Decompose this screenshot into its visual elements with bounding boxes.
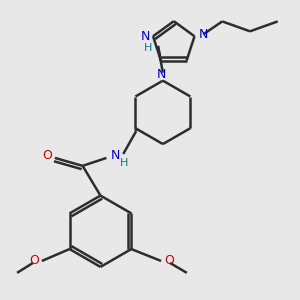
Text: N: N [140,30,150,43]
Text: H: H [120,158,128,168]
Text: O: O [164,254,174,268]
Text: H: H [144,43,152,53]
Text: N: N [199,28,208,41]
Text: O: O [29,254,39,268]
Text: N: N [111,149,120,162]
Text: N: N [157,68,167,81]
Text: O: O [42,149,52,162]
